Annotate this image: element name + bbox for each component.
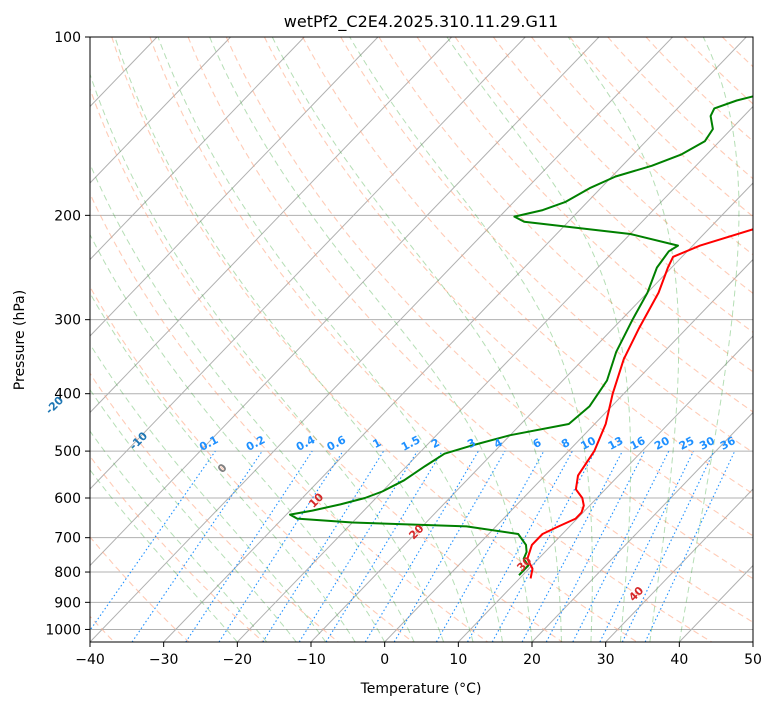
moist-adiabat — [678, 37, 740, 642]
plot-frame — [89, 36, 754, 643]
moist-adiabat — [90, 72, 445, 642]
series-layer — [289, 95, 753, 579]
moist-adiabat — [157, 37, 503, 642]
mixing-ratio-line — [262, 450, 385, 642]
isotherm-line — [90, 37, 673, 642]
mixing-ratio-label: 20 — [652, 434, 672, 453]
dry-adiabat — [90, 455, 264, 642]
x-tick-label: 50 — [744, 652, 762, 668]
moist-adiabat — [209, 37, 533, 642]
moist-adiabat — [90, 343, 327, 642]
isotherm-line — [90, 37, 305, 261]
isotherm-line — [90, 37, 600, 567]
y-tick-label: 800 — [54, 565, 81, 581]
moist-adiabat — [90, 469, 238, 642]
mixing-ratio-line — [325, 450, 443, 642]
isotherm-line — [384, 258, 753, 642]
dry-adiabat — [225, 37, 753, 580]
y-tick-label: 300 — [54, 313, 81, 329]
dry-adiabat — [378, 37, 753, 413]
mixing-ratio-label: 16 — [628, 434, 648, 453]
dry-adiabat — [263, 37, 753, 537]
x-tick-label: −40 — [75, 652, 105, 668]
isotherm-line — [90, 37, 526, 490]
isotherm-line — [236, 105, 753, 642]
mixing-ratio-line — [90, 450, 216, 632]
mixing-ratio-line — [131, 450, 263, 642]
y-tick-label: 400 — [54, 387, 81, 403]
y-tick-label: 1000 — [45, 622, 81, 638]
moist-adiabat — [90, 430, 268, 642]
y-tick-label: 100 — [54, 30, 81, 46]
mixing-ratio-line — [467, 450, 573, 642]
isotherm-line — [90, 37, 231, 184]
dry-adiabat — [340, 37, 753, 454]
moist-adiabat — [271, 37, 562, 642]
isotherm-line — [90, 37, 379, 337]
y-tick-label: 500 — [54, 444, 81, 460]
x-tick-label: −10 — [296, 652, 326, 668]
x-tick-label: 20 — [523, 652, 541, 668]
x-tick-label: 0 — [380, 652, 389, 668]
moist-adiabat — [567, 37, 680, 642]
mixing-ratio-line — [599, 450, 694, 642]
dry-adiabat — [111, 37, 638, 642]
isotherm-line — [457, 335, 753, 642]
isotherm-line — [531, 411, 753, 642]
mixing-ratio-label: 13 — [606, 434, 626, 453]
isotherm-line — [605, 488, 753, 642]
mixing-ratio-line — [491, 450, 596, 642]
moist-adiabat — [446, 37, 632, 642]
x-tick-label: 10 — [449, 652, 467, 668]
mixing-ratio-label: 25 — [677, 434, 697, 453]
dry-adiabat — [90, 536, 190, 642]
mixing-ratio-label: 30 — [697, 434, 717, 453]
x-axis: −40 −30 −20 −10 0 10 20 30 40 50 — [75, 642, 762, 668]
mixing-ratio-label: 10 — [578, 434, 598, 453]
mixing-ratio-line — [364, 450, 479, 642]
moist-adiabat — [90, 388, 297, 642]
y-tick-label: 700 — [54, 531, 81, 547]
mixing-ratio-line — [393, 450, 506, 642]
mixing-ratio-line — [644, 450, 736, 642]
dry-adiabat — [90, 87, 563, 642]
x-axis-label: Temperature (°C) — [360, 681, 482, 697]
chart-title: wetPf2_C2E4.2025.310.11.29.G11 — [284, 12, 558, 32]
moist-adiabat — [90, 233, 386, 642]
x-tick-label: −30 — [149, 652, 179, 668]
dewpoint-profile — [289, 95, 753, 576]
background-lines — [90, 37, 753, 642]
isotherm-line — [163, 37, 747, 642]
mixing-ratio-line — [435, 450, 545, 642]
y-axis-label: Pressure (hPa) — [12, 290, 28, 390]
dry-adiabat — [187, 37, 753, 623]
mixing-ratio-label: 36 — [718, 434, 738, 453]
moist-adiabat — [349, 37, 593, 642]
isotherm-line — [90, 37, 452, 414]
mixing-ratio-line — [621, 450, 715, 642]
x-tick-label: 40 — [670, 652, 688, 668]
x-tick-label: 30 — [597, 652, 615, 668]
moist-adiabat — [90, 292, 356, 642]
mixing-ratio-line — [298, 450, 418, 642]
temperature-profile — [526, 228, 753, 579]
y-axis: 100 200 300 400 500 600 700 800 900 1000 — [45, 30, 90, 638]
y-tick-label: 200 — [54, 208, 81, 224]
dry-adiabat — [90, 192, 488, 642]
dry-adiabat — [149, 37, 712, 642]
y-tick-label: 600 — [54, 491, 81, 507]
dry-adiabat — [90, 285, 414, 642]
y-tick-label: 900 — [54, 595, 81, 611]
x-tick-label: −20 — [223, 652, 253, 668]
